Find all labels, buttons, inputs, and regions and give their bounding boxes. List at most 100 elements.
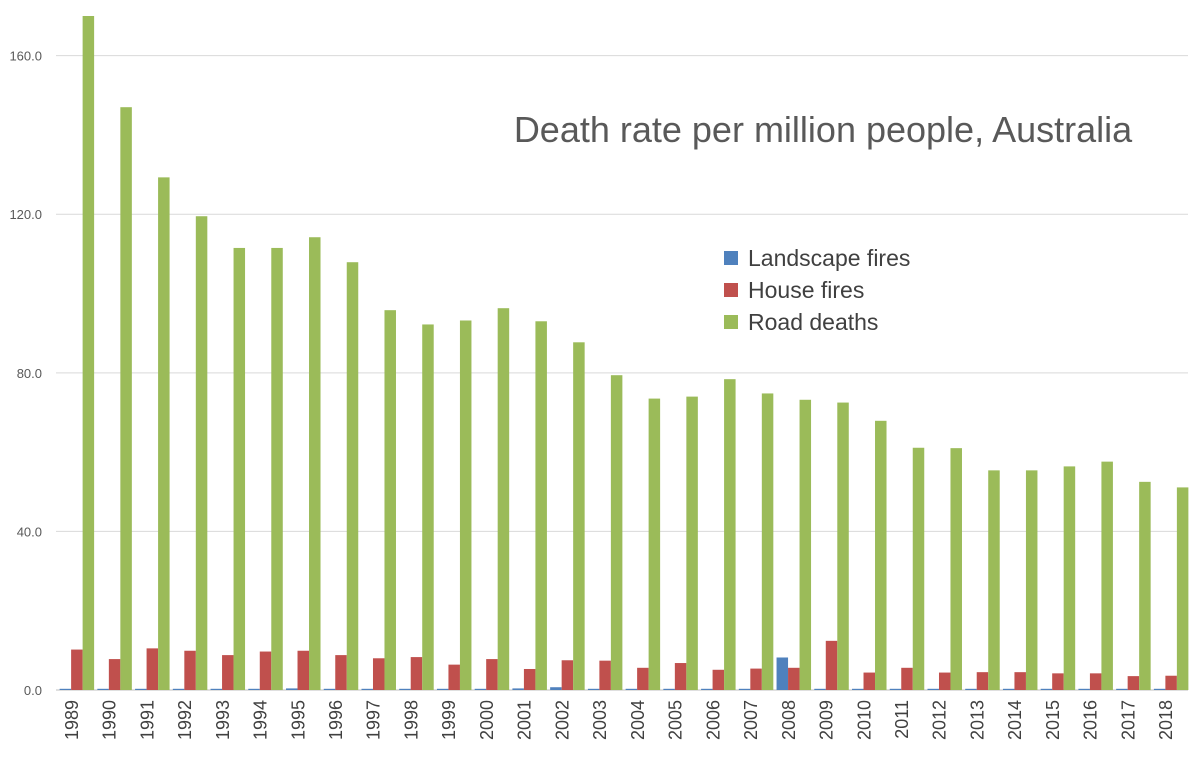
bar-house-fires-2011 [901,667,913,690]
bar-road-deaths-2009 [837,402,849,690]
x-tick-label: 2011 [892,700,912,739]
y-tick-label: 0.0 [24,683,42,698]
y-axis-ticks: 0.0 40.0 80.0 120.0 160.0 [9,49,42,698]
x-tick-label: 2003 [590,700,610,740]
x-tick-label: 2007 [741,700,761,740]
bar-house-fires-1998 [410,657,423,690]
bar-landscape-fires-2005 [663,688,675,690]
legend-label: Road deaths [748,309,878,335]
bar-road-deaths-1991 [158,177,170,691]
bar-landscape-fires-2007 [738,688,751,690]
x-tick-label: 2010 [854,700,874,740]
bar-road-deaths-1998 [422,324,434,690]
bar-road-deaths-2012 [950,448,962,690]
x-tick-label: 2008 [779,700,799,740]
bar-landscape-fires-2002 [550,687,562,690]
bar-road-deaths-2001 [535,321,547,690]
bar-house-fires-2000 [486,659,498,690]
bar-house-fires-1999 [448,664,460,690]
bar-road-deaths-2014 [1025,470,1038,690]
bar-road-deaths-2000 [497,308,510,690]
chart-title: Death rate per million people, Australia [514,109,1133,150]
legend-swatch-road-deaths [724,315,738,329]
x-tick-label: 2017 [1118,700,1138,740]
bar-landscape-fires-2009 [814,688,826,690]
bar-landscape-fires-2017 [1116,688,1128,690]
bar-house-fires-2004 [637,667,649,690]
bar-house-fires-2001 [523,668,536,690]
bar-landscape-fires-1998 [399,688,411,690]
bar-landscape-fires-2000 [474,688,487,690]
x-tick-label: 1995 [288,700,308,740]
x-tick-label: 1989 [62,700,82,740]
bar-road-deaths-1989 [82,16,95,690]
y-tick-label: 80.0 [17,366,42,381]
bar-road-deaths-2013 [988,470,1000,690]
bar-road-deaths-2007 [761,393,774,690]
x-tick-label: 2000 [477,700,497,740]
bar-house-fires-1990 [108,659,121,690]
bar-road-deaths-2018 [1176,487,1189,690]
bar-house-fires-1994 [259,651,272,690]
bar-landscape-fires-2011 [889,688,902,690]
bar-road-deaths-1994 [271,247,283,690]
bar-landscape-fires-1991 [135,688,147,690]
bar-road-deaths-2005 [686,396,698,690]
x-axis-ticks: 1989 1990 1991 1992 1993 1994 1995 1996 1997 1998… [62,700,1176,740]
bar-landscape-fires-2012 [927,688,939,690]
bar-landscape-fires-2018 [1153,688,1166,690]
bar-landscape-fires-2014 [1002,688,1015,690]
bar-road-deaths-1993 [233,247,246,690]
bar-house-fires-2013 [976,672,989,690]
bars [59,16,1189,691]
bar-landscape-fires-1996 [323,688,336,690]
bar-house-fires-2008 [788,667,800,690]
x-tick-label: 2018 [1156,700,1176,740]
bar-house-fires-2010 [863,672,876,690]
bar-house-fires-2009 [825,640,838,690]
x-tick-label: 2004 [628,700,648,740]
bar-road-deaths-1995 [309,237,321,691]
bar-landscape-fires-1999 [436,688,449,690]
bar-house-fires-2006 [712,669,725,690]
bar-landscape-fires-2013 [965,688,977,690]
bar-landscape-fires-2001 [512,688,524,690]
y-tick-label: 120.0 [9,207,42,222]
x-tick-label: 2006 [703,700,723,740]
bar-road-deaths-2017 [1139,481,1151,690]
bar-landscape-fires-2010 [852,688,864,690]
legend-swatch-landscape-fires [724,251,738,265]
bar-house-fires-1992 [184,650,196,690]
legend-swatch-house-fires [724,283,738,297]
bar-landscape-fires-1992 [172,688,185,690]
legend: Landscape fires House fires Road deaths [724,245,910,335]
bar-road-deaths-2016 [1101,461,1113,690]
bar-house-fires-2005 [674,663,687,690]
bar-landscape-fires-2004 [625,688,638,690]
bar-house-fires-2015 [1052,673,1064,690]
bar-house-fires-2003 [599,660,611,690]
bar-road-deaths-1999 [459,320,472,690]
bar-house-fires-2007 [750,668,762,690]
bar-house-fires-1996 [335,655,347,690]
bar-house-fires-2018 [1165,675,1177,690]
bar-landscape-fires-1997 [361,688,373,690]
x-tick-label: 2009 [817,700,837,740]
bar-road-deaths-1990 [120,107,132,690]
x-tick-label: 2012 [930,700,950,740]
x-tick-label: 2001 [515,700,535,740]
x-tick-label: 2005 [666,700,686,740]
bar-road-deaths-2004 [648,398,661,690]
bar-road-deaths-1992 [195,216,208,690]
bar-landscape-fires-1990 [97,688,109,690]
bar-house-fires-2017 [1127,676,1140,690]
bar-landscape-fires-2016 [1078,688,1090,690]
x-tick-label: 1999 [439,700,459,740]
bar-road-deaths-1996 [346,262,359,690]
bar-landscape-fires-1993 [210,688,223,690]
bar-house-fires-1997 [372,658,385,690]
bar-house-fires-1993 [222,655,234,690]
bar-house-fires-2014 [1014,672,1026,690]
